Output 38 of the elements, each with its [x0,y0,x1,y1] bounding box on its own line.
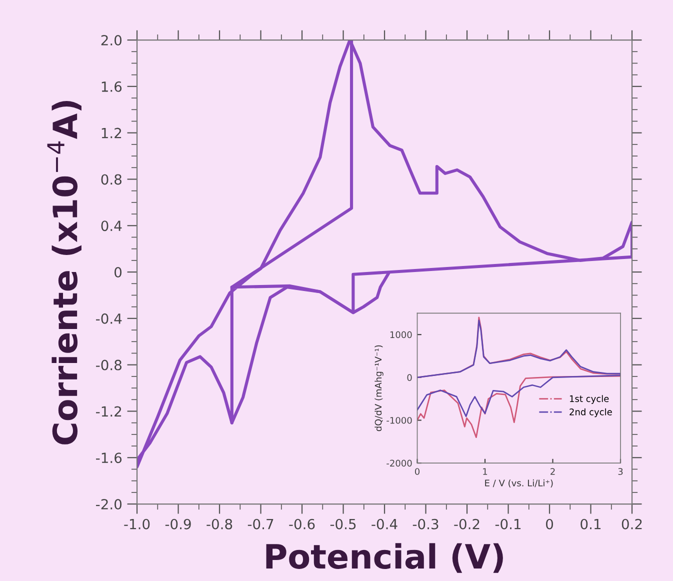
x-tick-label: 3 [618,468,623,475]
y-tick-label: -2000 [386,460,412,467]
x-tick-label: 0.1 [580,518,601,530]
y-tick-label: 1.6 [102,81,122,92]
x-tick-label: -0.5 [330,518,356,530]
legend-label: 2nd cycle [570,408,612,418]
x-tick-label: -0.1 [495,518,521,530]
y-tick-label: -0.4 [96,313,122,324]
y-axis-title: dQ/dV (mAhg⁻¹V⁻¹) [374,345,384,432]
x-tick-label: -1.0 [124,518,150,530]
x-axis-title: E / V (vs. Li/Li⁺) [485,479,553,488]
y-tick-label: -2.0 [96,498,122,510]
x-axis-title: Potencial (V) [266,543,503,573]
x-tick-label: -0.3 [412,518,438,530]
x-tick-label: -0.7 [248,518,274,530]
x-tick-label: -0.9 [165,518,191,530]
x-tick-label: -0.4 [372,518,398,530]
y-axis-title: Corriente (x10$^{−4}$A) [47,100,82,444]
y-tick-label: -1.2 [96,406,122,416]
y-tick-label: 0.4 [101,220,122,232]
y-tick-label: 0.8 [101,174,122,185]
x-tick-label: 1 [483,468,488,475]
x-tick-label: -0.8 [206,518,232,530]
y-tick-label: 1.2 [102,128,122,138]
x-tick-label: -0.6 [289,518,315,530]
y-tick-label: -1000 [386,416,412,424]
y-tick-label: -0.8 [96,360,122,370]
y-tick-label: 2.0 [101,35,122,46]
x-tick-label: 0 [546,518,554,530]
x-tick-label: -0.2 [454,518,480,530]
y-tick-label: -1.6 [96,452,122,464]
x-tick-label: 0 [414,468,420,475]
x-tick-label: 2 [550,468,555,475]
y-tick-label: 1000 [390,331,412,338]
y-tick-label: 0 [114,266,122,278]
x-tick-label: 0.2 [622,518,642,530]
y-tick-label: 0 [407,374,412,381]
legend-label: 1st cycle [570,395,609,404]
